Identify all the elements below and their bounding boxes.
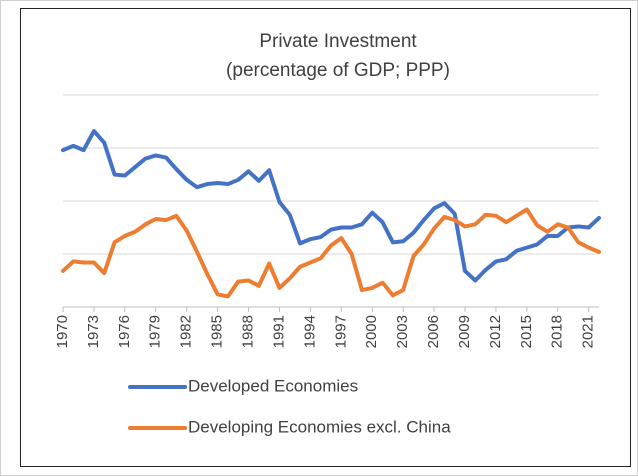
legend-label: Developed Economies: [188, 376, 358, 395]
x-tick-label: 1991: [270, 315, 287, 348]
chart-subtitle: (percentage of GDP; PPP): [226, 60, 450, 81]
chart-title: Private Investment: [259, 31, 417, 52]
x-tick-label: 2021: [580, 315, 597, 348]
x-tick-label: 1970: [54, 315, 71, 348]
x-tick-label: 1997: [332, 315, 349, 348]
x-tick-label: 2012: [487, 315, 504, 348]
legend-label: Developing Economies excl. China: [188, 417, 451, 436]
x-tick-label: 2009: [456, 315, 473, 348]
series-line: [61, 129, 601, 283]
x-tick-label: 1976: [116, 315, 133, 348]
x-tick-label: 1982: [178, 315, 195, 348]
x-tick-label: 2006: [425, 315, 442, 348]
x-tick-label: 1994: [301, 315, 318, 348]
x-tick-label: 1979: [147, 315, 164, 348]
x-tick-label: 1985: [209, 315, 226, 348]
series-line: [61, 207, 601, 299]
x-tick-label: 2000: [363, 315, 380, 348]
x-tick-label: 2015: [518, 315, 535, 348]
x-tick-label: 1973: [85, 315, 102, 348]
x-tick-label: 1988: [240, 315, 257, 348]
x-tick-label: 2018: [549, 315, 566, 348]
x-tick-label: 2003: [394, 315, 411, 348]
